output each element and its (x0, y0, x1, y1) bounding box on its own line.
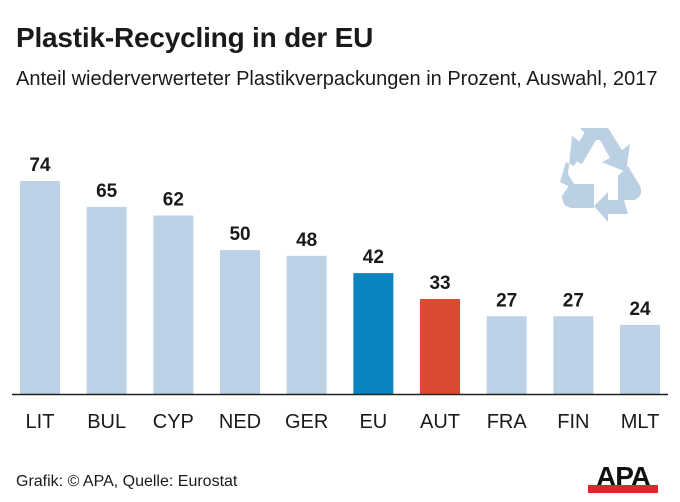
value-label-lit: 74 (29, 155, 51, 176)
category-label-aut: AUT (420, 411, 460, 433)
bar-ned (220, 250, 261, 394)
recycling-icon (560, 128, 642, 222)
bar-lit (20, 181, 60, 394)
chart-title: Plastik-Recycling in der EU (16, 22, 374, 53)
bar-cyp (153, 215, 194, 394)
bar-eu (353, 273, 394, 394)
bar-fin (553, 316, 594, 394)
category-label-eu: EU (359, 411, 387, 433)
category-label-fra: FRA (487, 411, 528, 433)
value-label-aut: 33 (429, 273, 450, 294)
category-label-ger: GER (285, 411, 328, 433)
category-label-fin: FIN (557, 411, 589, 433)
category-label-mlt: MLT (621, 411, 660, 433)
category-label-cyp: CYP (153, 411, 194, 433)
source-note: Grafik: © APA, Quelle: Eurostat (16, 473, 238, 490)
value-label-mlt: 24 (629, 299, 651, 320)
bar-bul (86, 206, 127, 394)
bar-fra (486, 316, 527, 394)
bar-ger (286, 255, 327, 394)
category-label-lit: LIT (26, 411, 55, 433)
value-label-cyp: 62 (163, 190, 184, 211)
value-label-fin: 27 (563, 290, 584, 311)
bar-aut (420, 299, 461, 394)
value-label-eu: 42 (363, 247, 384, 268)
category-label-ned: NED (219, 411, 261, 433)
bar-mlt (620, 324, 661, 394)
value-label-bul: 65 (96, 181, 118, 202)
apa-logo: APA (588, 461, 658, 493)
chart-subtitle: Anteil wiederverwerteter Plastikverpacku… (16, 68, 658, 90)
category-label-bul: BUL (87, 411, 126, 433)
value-label-ger: 48 (296, 230, 317, 251)
value-label-fra: 27 (496, 290, 517, 311)
value-label-ned: 50 (229, 224, 250, 245)
